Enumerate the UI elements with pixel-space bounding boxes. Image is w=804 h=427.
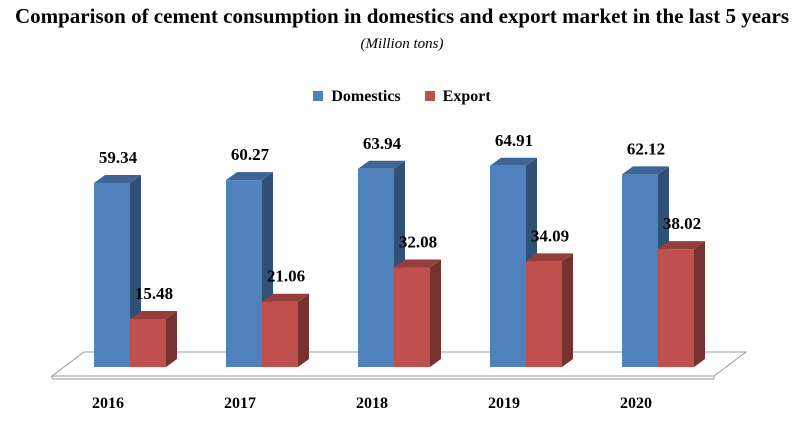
bar-export-2016 — [130, 319, 166, 367]
legend-item-domestics: Domestics — [313, 88, 401, 106]
bar-domestics-2020 — [622, 174, 658, 367]
bar-top-domestics-2020 — [622, 166, 669, 175]
bar-top-domestics-2019 — [490, 157, 537, 166]
data-label-export-2016: 15.48 — [135, 284, 173, 303]
data-label-domestics-2017: 60.27 — [231, 145, 270, 164]
bar-top-domestics-2016 — [94, 175, 141, 184]
x-tick-label-2017: 2017 — [224, 395, 256, 412]
legend-swatch-domestics — [313, 91, 324, 101]
bar-export-2017 — [262, 301, 298, 367]
data-label-domestics-2016: 59.34 — [99, 148, 138, 167]
data-label-export-2020: 38.02 — [663, 214, 701, 233]
bar-top-export-2016 — [130, 311, 177, 320]
x-tick-label-2016: 2016 — [92, 395, 124, 412]
legend-item-export: Export — [424, 88, 491, 106]
bar-export-2019 — [526, 261, 562, 367]
bar-export-2018 — [394, 267, 430, 367]
bar-domestics-2018 — [358, 168, 394, 367]
bar-domestics-2016 — [94, 183, 130, 367]
data-label-export-2017: 21.06 — [267, 267, 305, 286]
bar-top-export-2018 — [394, 259, 441, 268]
legend-label-domestics: Domestics — [331, 88, 401, 105]
x-tick-label-2019: 2019 — [488, 395, 520, 412]
legend-swatch-export — [424, 91, 435, 101]
bar-top-export-2019 — [526, 253, 573, 262]
data-label-export-2018: 32.08 — [399, 233, 437, 252]
bar-top-domestics-2018 — [358, 160, 405, 169]
legend-label-export: Export — [442, 88, 491, 105]
bar-export-2020 — [658, 249, 694, 367]
bar-top-export-2020 — [658, 241, 705, 250]
bar-domestics-2017 — [226, 180, 262, 367]
bar-top-domestics-2017 — [226, 172, 273, 181]
data-label-export-2019: 34.09 — [531, 226, 569, 245]
bar-domestics-2019 — [490, 165, 526, 367]
bar-side-export-2017 — [298, 293, 309, 367]
data-label-domestics-2018: 63.94 — [363, 134, 402, 153]
bar-side-export-2019 — [562, 253, 573, 367]
data-label-domestics-2020: 62.12 — [627, 139, 665, 158]
x-tick-label-2018: 2018 — [356, 395, 388, 412]
bar-side-export-2020 — [694, 241, 705, 367]
chart-title-text: Comparison of cement consumption in dome… — [14, 4, 790, 28]
chart-title-unit: (Million tons) — [360, 36, 444, 52]
bar-side-export-2016 — [166, 311, 177, 367]
chart-legend: Domestics Export — [0, 88, 804, 106]
x-tick-label-2020: 2020 — [620, 395, 652, 412]
chart-title: Comparison of cement consumption in dome… — [0, 4, 804, 57]
bar-top-export-2017 — [262, 293, 309, 302]
bar-side-export-2018 — [430, 259, 441, 367]
data-label-domestics-2019: 64.91 — [495, 131, 533, 150]
